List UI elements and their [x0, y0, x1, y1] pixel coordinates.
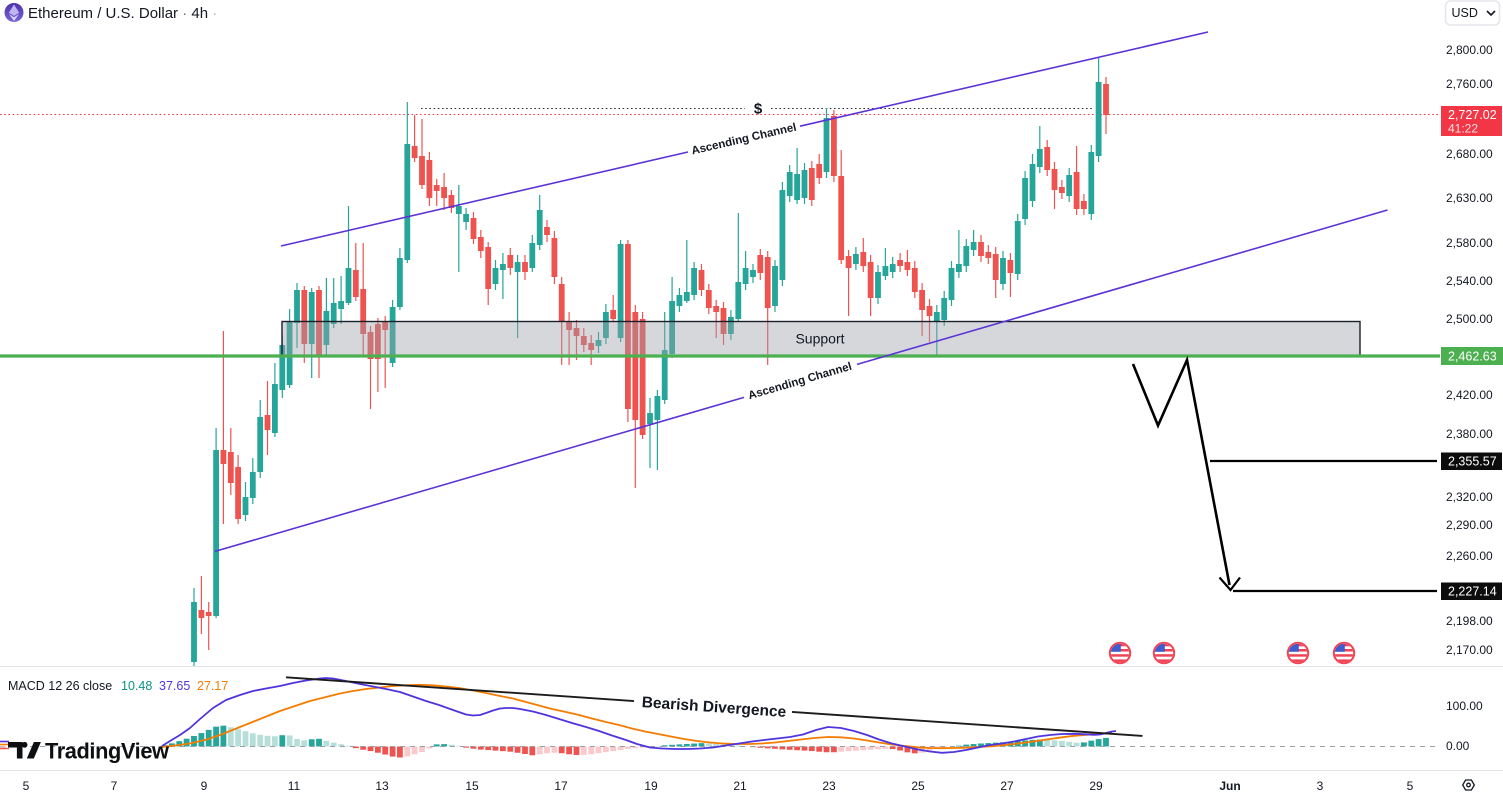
svg-text:5: 5 [23, 779, 30, 793]
svg-text:TradingView: TradingView [45, 739, 169, 764]
svg-text:2,227.14: 2,227.14 [1448, 585, 1497, 599]
svg-text:37.65: 37.65 [159, 679, 190, 693]
svg-text:2,198.00: 2,198.00 [1446, 614, 1493, 628]
svg-text:2,320.00: 2,320.00 [1446, 490, 1493, 504]
svg-text:7: 7 [111, 779, 118, 793]
svg-text:9: 9 [201, 779, 208, 793]
svg-text:2,630.00: 2,630.00 [1446, 191, 1493, 205]
svg-text:27: 27 [1000, 779, 1014, 793]
svg-text:2,290.00: 2,290.00 [1446, 518, 1493, 532]
svg-text:2,420.00: 2,420.00 [1446, 388, 1493, 402]
svg-text:27.17: 27.17 [197, 679, 228, 693]
svg-text:2,500.00: 2,500.00 [1446, 312, 1493, 326]
svg-text:0.00: 0.00 [1446, 739, 1470, 753]
svg-text:2,580.00: 2,580.00 [1446, 236, 1493, 250]
svg-text:23: 23 [822, 779, 836, 793]
svg-text:MACD 12 26 close: MACD 12 26 close [8, 679, 112, 693]
svg-text:13: 13 [375, 779, 389, 793]
svg-text:2,170.00: 2,170.00 [1446, 643, 1493, 657]
svg-text:3: 3 [1317, 779, 1324, 793]
svg-text:USD: USD [1452, 6, 1478, 20]
svg-text:10.48: 10.48 [121, 679, 152, 693]
svg-text:100.00: 100.00 [1446, 699, 1483, 713]
svg-text:2,260.00: 2,260.00 [1446, 549, 1493, 563]
svg-text:21: 21 [733, 779, 747, 793]
svg-text:29: 29 [1089, 779, 1103, 793]
svg-text:2,800.00: 2,800.00 [1446, 43, 1493, 57]
svg-text:11: 11 [288, 779, 301, 793]
svg-text:2,727.02: 2,727.02 [1448, 108, 1497, 122]
svg-text:15: 15 [465, 779, 479, 793]
svg-text:2,462.63: 2,462.63 [1448, 350, 1497, 364]
svg-text:Support: Support [795, 331, 844, 347]
svg-text:41:22: 41:22 [1448, 122, 1478, 136]
svg-text:25: 25 [911, 779, 925, 793]
svg-text:17: 17 [554, 779, 568, 793]
svg-text:2,355.57: 2,355.57 [1448, 455, 1497, 469]
svg-text:19: 19 [644, 779, 658, 793]
svg-text:2,680.00: 2,680.00 [1446, 147, 1493, 161]
svg-text:2,760.00: 2,760.00 [1446, 77, 1493, 91]
svg-text:2,540.00: 2,540.00 [1446, 274, 1493, 288]
svg-text:Jun: Jun [1219, 779, 1240, 793]
svg-text:2,380.00: 2,380.00 [1446, 427, 1493, 441]
svg-text:$: $ [754, 101, 763, 118]
svg-text:Ethereum / U.S. Dollar · 4h ·: Ethereum / U.S. Dollar · 4h · [28, 5, 217, 22]
svg-text:5: 5 [1407, 779, 1414, 793]
